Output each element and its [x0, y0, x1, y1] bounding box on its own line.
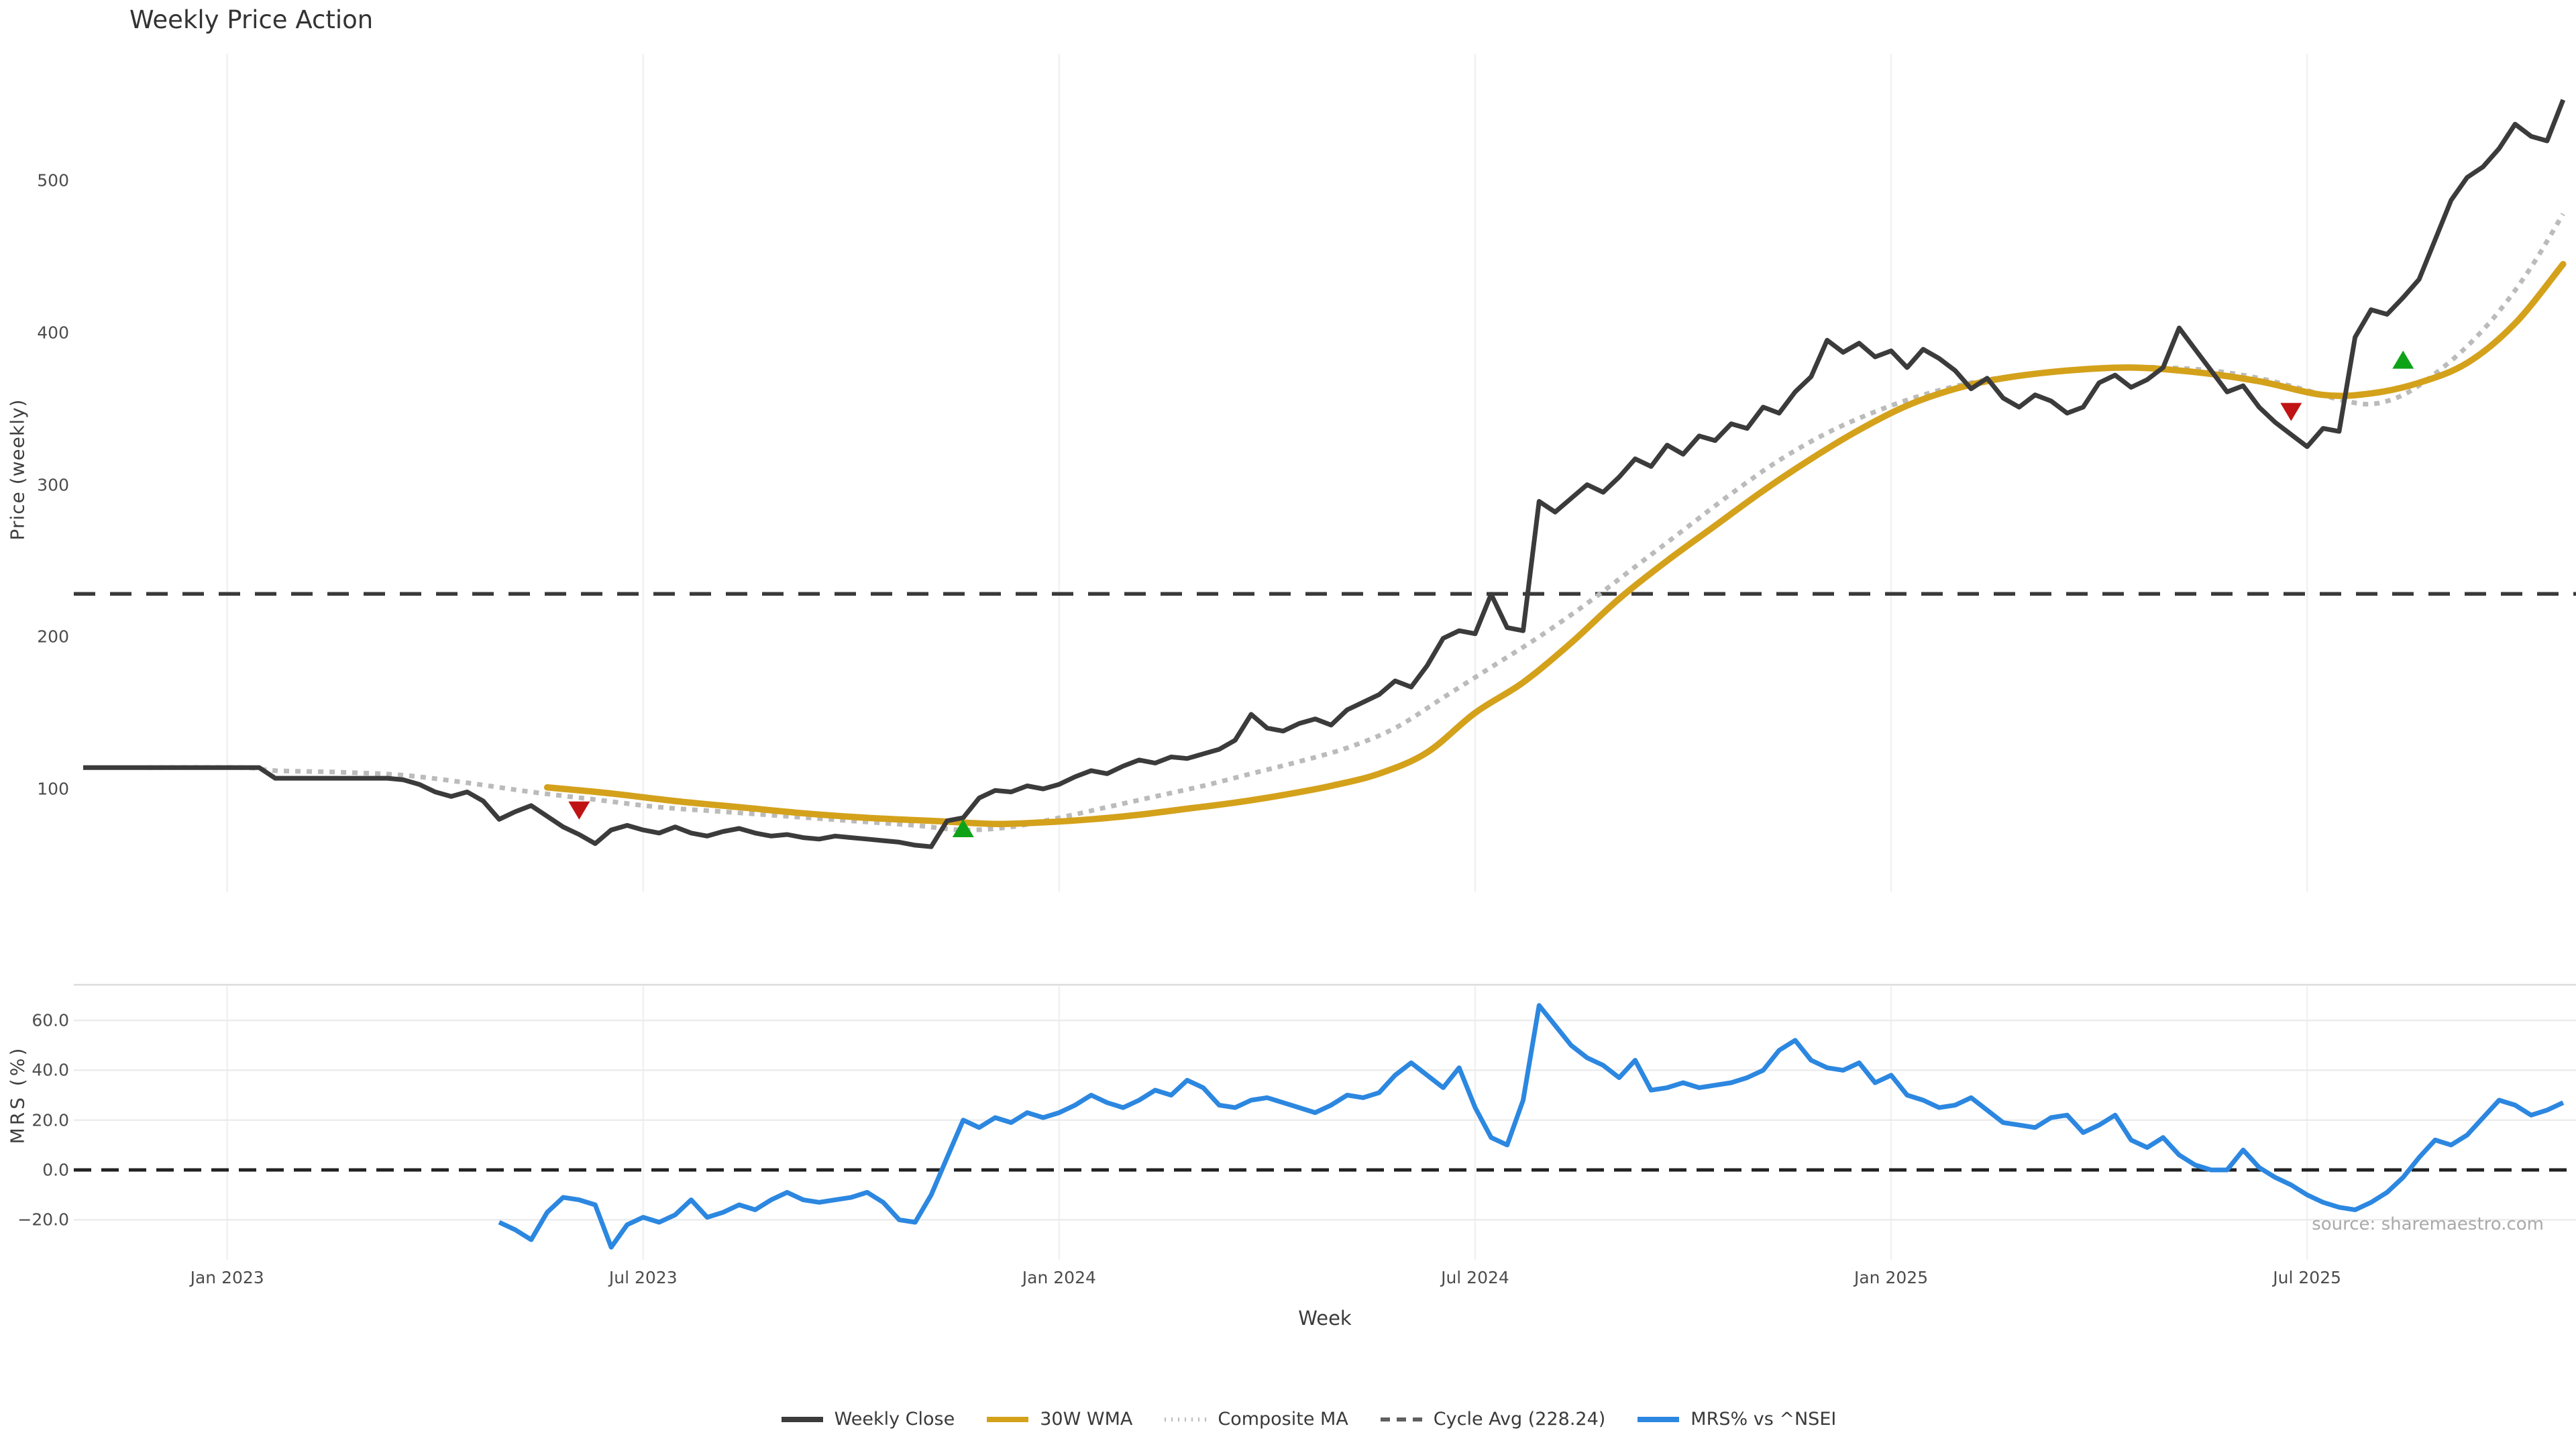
- mrs-tick-−20.0: −20.0: [17, 1210, 69, 1230]
- source-note: source: sharemaestro.com: [2312, 1214, 2544, 1234]
- mrs-tick-20.0: 20.0: [32, 1110, 69, 1130]
- legend-label: MRS% vs ^NSEI: [1690, 1409, 1837, 1430]
- legend-item-weekly-close: Weekly Close: [780, 1409, 955, 1430]
- sell-marker-icon: [568, 801, 590, 820]
- sell-marker-icon: [2280, 402, 2302, 421]
- x-tick-Jan-2024: Jan 2024: [1022, 1268, 1096, 1287]
- legend-swatch-solid-icon: [1638, 1416, 1680, 1422]
- composite-ma-line: [147, 213, 2565, 833]
- legend-item-composite-ma: Composite MA: [1163, 1409, 1348, 1430]
- legend: Weekly Close 30W WMA Composite MA Cycle Avg…: [74, 1409, 2542, 1430]
- legend-swatch-dotted-icon: [1165, 1417, 1207, 1421]
- legend-label: Weekly Close: [834, 1409, 955, 1430]
- legend-swatch-solid-icon: [781, 1416, 823, 1422]
- price-axis-title: Price (weekly): [6, 398, 29, 541]
- wma-30w-line: [543, 260, 2567, 827]
- weekly-close-line: [83, 99, 2566, 849]
- x-tick-Jul-2024: Jul 2024: [1441, 1268, 1509, 1287]
- legend-label: Cycle Avg (228.24): [1433, 1409, 1606, 1430]
- mrs-line: [498, 1003, 2565, 1250]
- legend-item-cycle-avg-228-24-: Cycle Avg (228.24): [1379, 1409, 1606, 1430]
- x-tick-Jul-2023: Jul 2023: [608, 1268, 678, 1287]
- x-axis-title: Week: [1298, 1307, 1352, 1330]
- buy-marker-icon: [952, 818, 974, 837]
- mrs-tick-40.0: 40.0: [32, 1060, 69, 1080]
- legend-label: 30W WMA: [1040, 1409, 1133, 1430]
- x-tick-Jan-2023: Jan 2023: [190, 1268, 264, 1287]
- x-tick-Jan-2025: Jan 2025: [1854, 1268, 1929, 1287]
- price-tick-500: 500: [37, 170, 69, 191]
- legend-item-mrs-vs-nsei: MRS% vs ^NSEI: [1636, 1409, 1836, 1430]
- legend-swatch-solid-icon: [987, 1416, 1029, 1422]
- legend-item-30w-wma: 30W WMA: [985, 1409, 1132, 1430]
- price-tick-200: 200: [37, 627, 69, 647]
- price-tick-100: 100: [37, 779, 69, 799]
- price-tick-400: 400: [37, 323, 69, 343]
- price-tick-300: 300: [37, 475, 69, 494]
- chart-title: Weekly Price Action: [129, 5, 374, 34]
- legend-label: Composite MA: [1218, 1409, 1348, 1430]
- buy-marker-icon: [2392, 350, 2414, 369]
- mrs-tick-60.0: 60.0: [32, 1010, 69, 1030]
- legend-swatch-dashed-icon: [1380, 1417, 1422, 1421]
- x-tick-Jul-2025: Jul 2025: [2273, 1268, 2342, 1287]
- mrs-tick-0.0: 0.0: [42, 1160, 69, 1180]
